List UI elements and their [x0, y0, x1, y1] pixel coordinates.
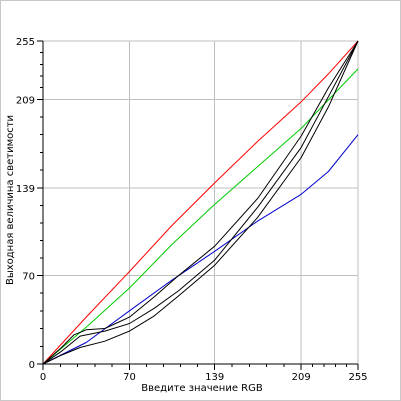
- y-tick-label: 209: [16, 95, 35, 106]
- y-tick-label: 0: [29, 360, 35, 371]
- series-line-1: [42, 40, 359, 365]
- series-line-4: [42, 40, 359, 365]
- series-line-6: [42, 40, 359, 365]
- series-group: [42, 40, 359, 365]
- x-tick-label: 255: [348, 372, 367, 383]
- x-axis-title: Введите значение RGB: [141, 383, 263, 394]
- y-tick-label: 139: [16, 184, 35, 195]
- x-tick-label: 139: [205, 372, 224, 383]
- y-tick-label: 70: [22, 271, 35, 282]
- x-tick-label: 70: [123, 372, 136, 383]
- x-tick-label: 0: [40, 372, 46, 383]
- grid-lines: [43, 40, 359, 364]
- series-line-2: [42, 68, 359, 365]
- series-line-5: [42, 40, 359, 365]
- axes: [37, 40, 359, 370]
- x-tick-label: 209: [292, 372, 311, 383]
- y-tick-label: 255: [16, 37, 35, 48]
- y-axis-title: Выходная величина светимости: [5, 115, 16, 285]
- tick-labels: 0 70 139 209 255 0 70 139 209 255: [16, 37, 368, 383]
